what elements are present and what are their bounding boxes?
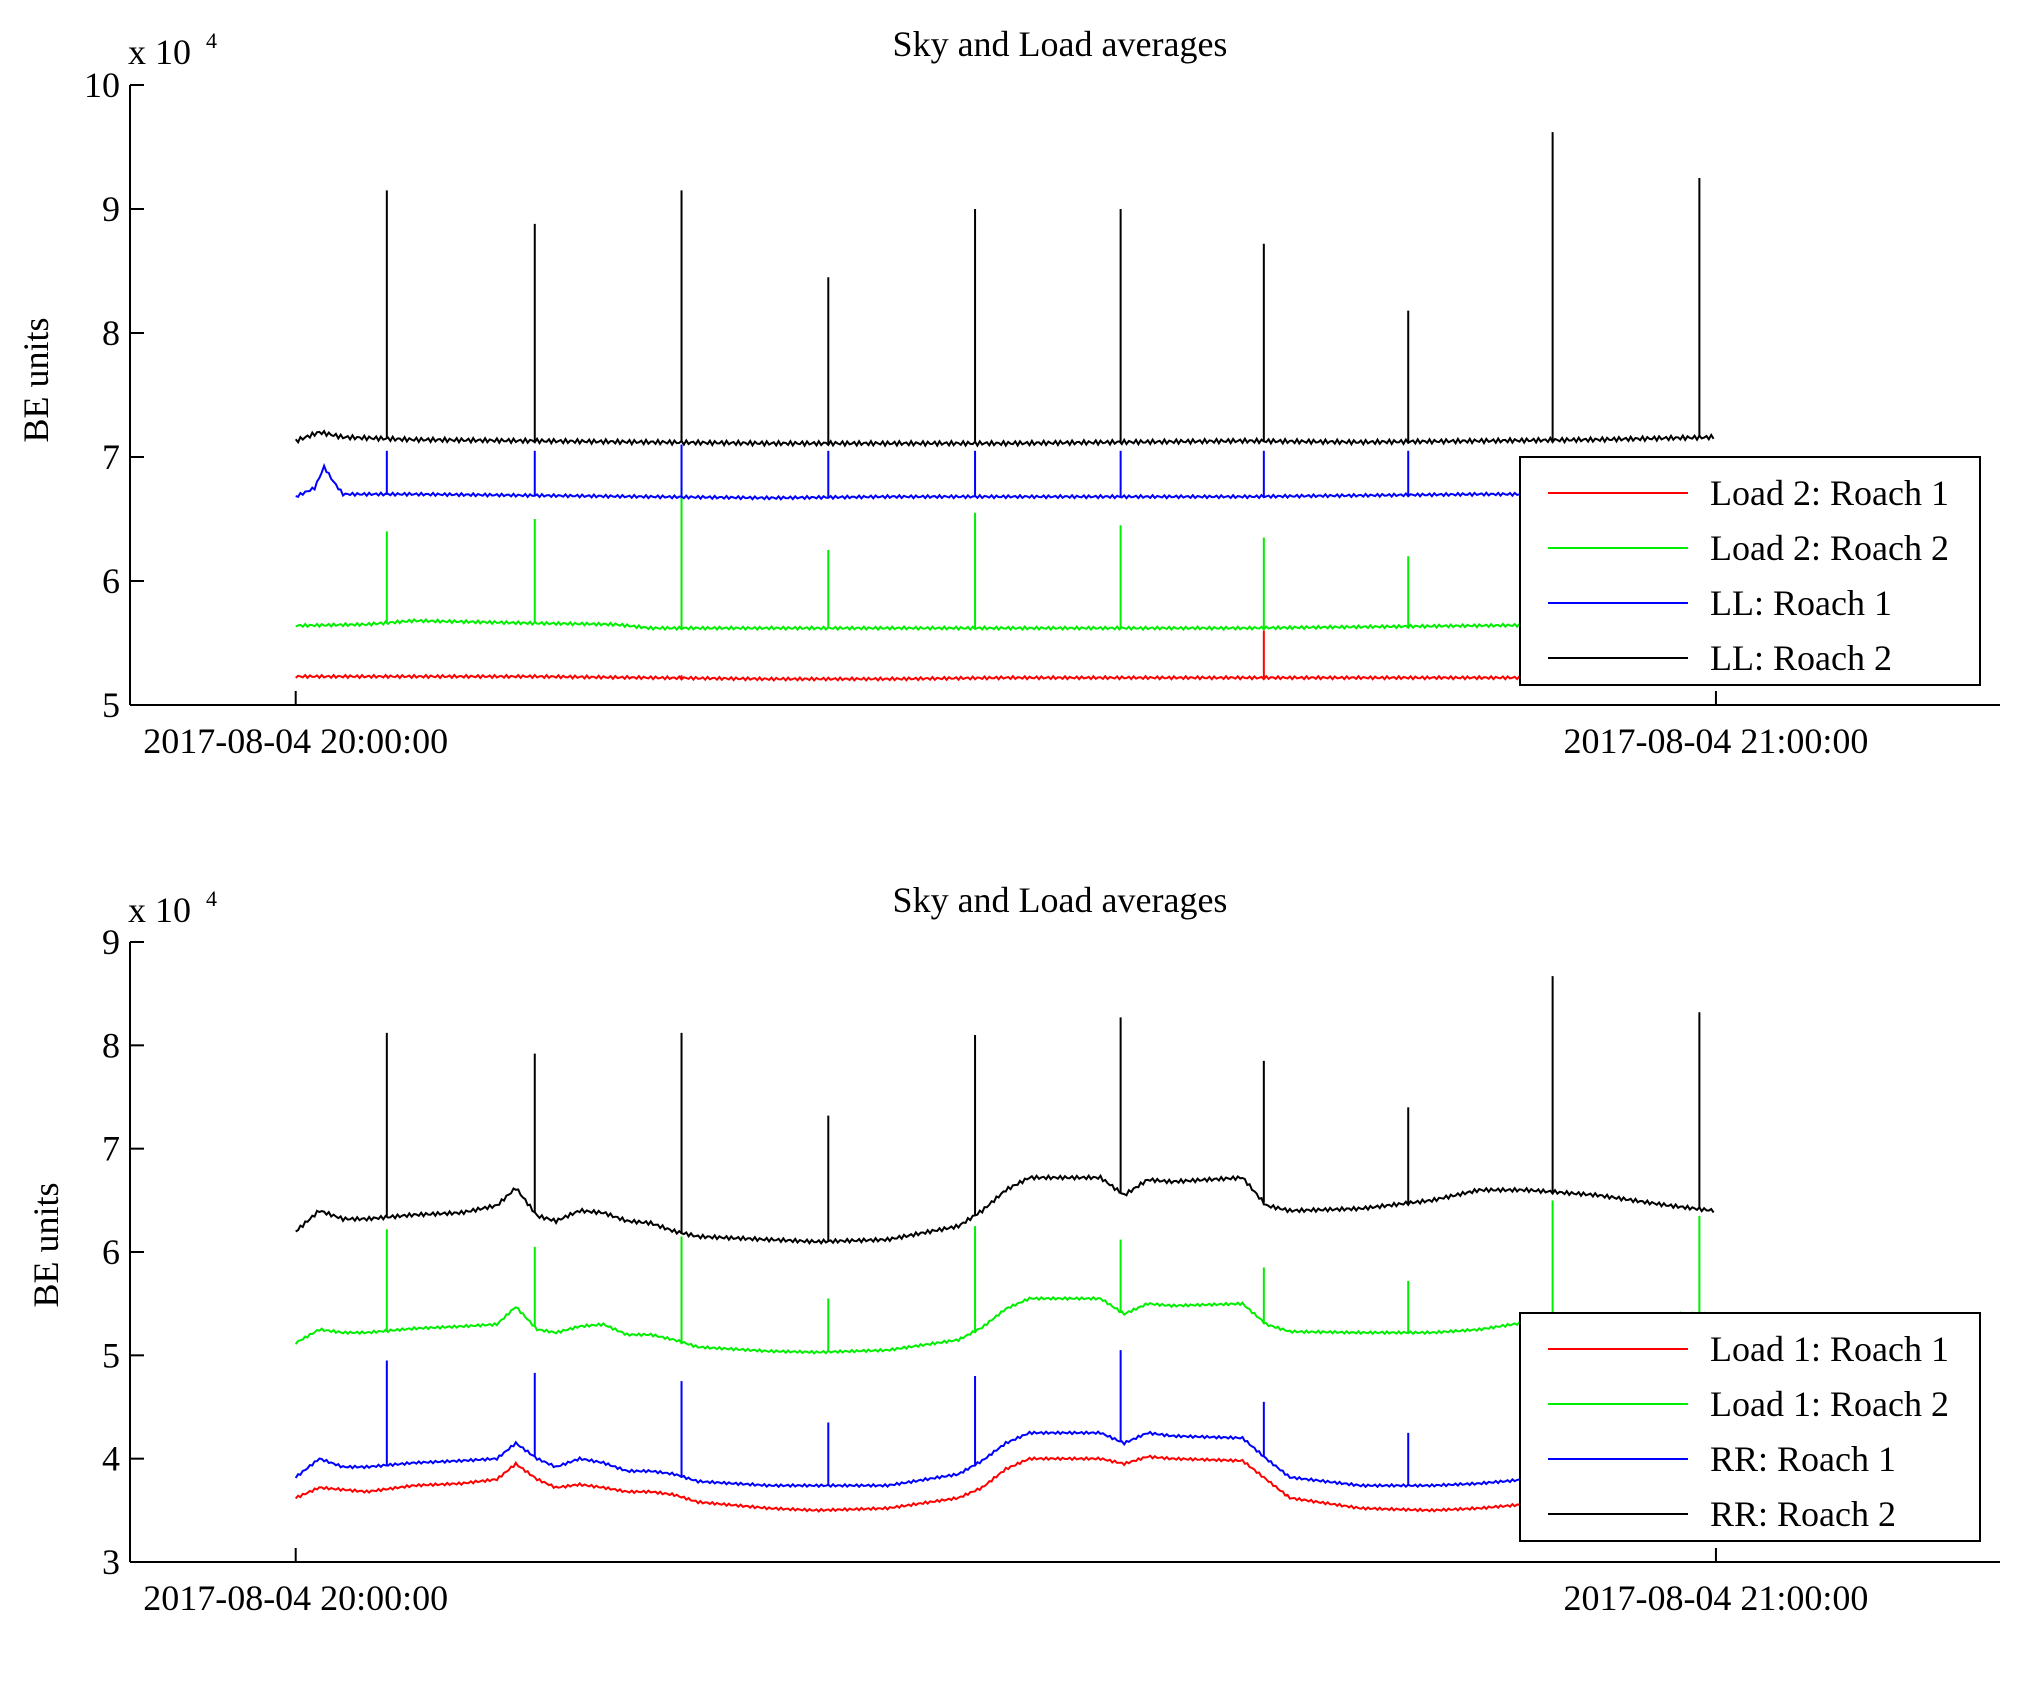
y-tick-label: 8 [102,1025,120,1065]
legend-label: Load 2: Roach 2 [1710,528,1949,568]
y-tick-label: 3 [102,1542,120,1582]
x-tick-label: 2017-08-04 20:00:00 [143,1578,448,1618]
series-line [294,1454,1715,1513]
x-tick-label: 2017-08-04 21:00:00 [1563,1578,1868,1618]
series-line [295,462,1715,501]
series-line [295,617,1715,632]
series-line [294,1430,1715,1489]
y-tick-label: 4 [102,1439,120,1479]
y-tick-label: 9 [102,189,120,229]
y-tick-label: 7 [102,1129,120,1169]
plot-area [294,976,1715,1513]
legend-label: Load 1: Roach 1 [1710,1329,1949,1369]
y-tick-label: 8 [102,313,120,353]
y-multiplier-base: x 10 [128,32,191,72]
axes: 3 4 5 6 7 8 9 2017-08-04 20:00:00 2017-08-04 21:… [102,922,2000,1618]
series-line [294,1295,1714,1355]
y-axis-label: BE units [16,317,56,442]
y-multiplier: x 10 4 [128,886,217,930]
legend-label: Load 2: Roach 1 [1710,473,1949,513]
y-multiplier: x 10 4 [128,28,217,72]
legend-label: LL: Roach 1 [1710,583,1892,623]
legend-label: Load 1: Roach 2 [1710,1384,1949,1424]
x-tick-label: 2017-08-04 20:00:00 [143,721,448,761]
chart-title: Sky and Load averages [893,24,1228,64]
y-tick-label: 6 [102,1232,120,1272]
legend-label: LL: Roach 2 [1710,638,1892,678]
y-tick-label: 5 [102,685,120,725]
legend-box [1519,456,1981,686]
axes: 5 6 7 8 9 10 2017-08-04 20:00:00 2017-08-04 21:… [84,65,2000,761]
chart-panel-top: Sky and Load averages BE units x 10 4 5 6… [16,24,2000,761]
legend-box [1519,1312,1981,1542]
legend: Load 2: Roach 1 Load 2: Roach 2 LL: Roach … [1519,456,1981,686]
legend: Load 1: Roach 1 Load 1: Roach 2 RR: Roach … [1519,1312,1981,1542]
plot-area [294,132,1715,682]
legend-label: RR: Roach 1 [1710,1439,1896,1479]
x-tick-label: 2017-08-04 21:00:00 [1563,721,1868,761]
series-line [295,673,1714,682]
y-tick-label: 9 [102,922,120,962]
legend-label: RR: Roach 2 [1710,1494,1896,1534]
y-tick-label: 5 [102,1335,120,1375]
y-axis-label: BE units [26,1182,66,1307]
y-multiplier-exponent: 4 [206,886,217,911]
y-multiplier-base: x 10 [128,890,191,930]
y-tick-label: 10 [84,65,120,105]
y-tick-label: 7 [102,437,120,477]
series-line [295,1173,1715,1245]
series-line [294,429,1715,448]
chart-panel-bottom: Sky and Load averages BE units x 10 4 3 4… [26,880,2000,1618]
chart-title: Sky and Load averages [893,880,1228,920]
y-multiplier-exponent: 4 [206,28,217,53]
y-tick-label: 6 [102,561,120,601]
